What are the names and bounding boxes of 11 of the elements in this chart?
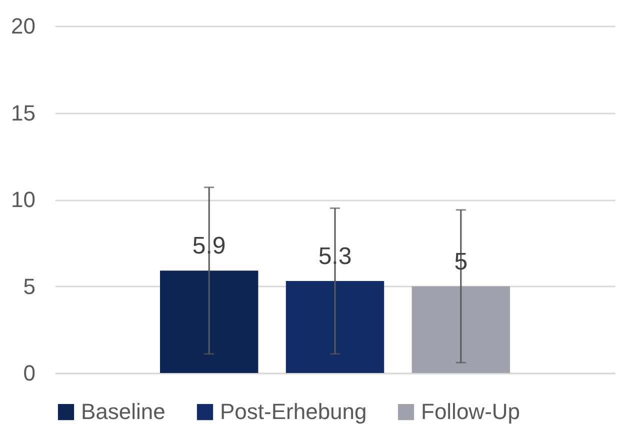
y-tick-label: 0: [23, 360, 36, 386]
bar: [286, 281, 384, 373]
bar: [412, 286, 510, 373]
legend-label: Post-Erhebung: [220, 399, 367, 424]
bar: [160, 270, 258, 373]
y-tick-label: 5: [23, 274, 36, 299]
legend-label: Follow-Up: [421, 399, 520, 424]
legend-label: Baseline: [81, 399, 166, 424]
y-tick-label: 10: [11, 187, 36, 212]
y-tick-label: 20: [11, 14, 36, 38]
y-tick-label: 15: [11, 100, 36, 126]
